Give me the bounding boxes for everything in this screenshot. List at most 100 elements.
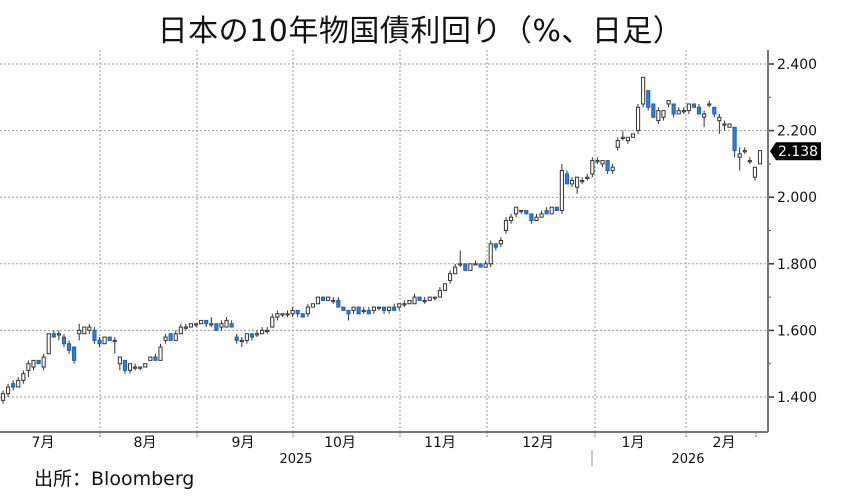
candle <box>392 303 397 311</box>
candle <box>331 297 336 304</box>
candle <box>265 327 270 334</box>
candle <box>371 306 376 314</box>
candle <box>315 296 321 305</box>
candle <box>36 359 41 365</box>
last-value-text: 2.138 <box>778 144 818 160</box>
last-value-badge: 2.138 <box>770 142 821 161</box>
y-tick-label: 2.000 <box>777 190 817 206</box>
candle <box>569 177 575 188</box>
candle <box>534 213 539 222</box>
candle <box>249 333 255 341</box>
candle <box>31 359 36 371</box>
candle <box>493 243 498 251</box>
candle <box>376 306 382 311</box>
candle <box>66 340 72 354</box>
candle <box>336 297 341 308</box>
candle <box>595 157 600 164</box>
candle <box>707 100 712 108</box>
candle <box>661 110 666 121</box>
candle <box>646 90 651 111</box>
candle <box>427 296 432 301</box>
candle <box>168 333 173 341</box>
candle <box>717 113 722 134</box>
candle <box>564 170 570 185</box>
candle <box>346 309 351 321</box>
candle <box>503 217 509 234</box>
candle <box>82 326 87 335</box>
candle <box>234 333 239 344</box>
candle <box>686 103 691 114</box>
candle <box>153 353 158 361</box>
candle <box>112 337 117 354</box>
candle <box>305 303 310 318</box>
candle <box>102 336 107 345</box>
y-tick-label: 1.400 <box>777 390 817 406</box>
candle <box>752 166 757 181</box>
candle <box>341 306 346 311</box>
candle <box>381 306 387 314</box>
x-month-label: 10月 <box>324 435 356 451</box>
candle <box>320 296 326 301</box>
candle <box>625 136 630 144</box>
candle <box>681 107 686 114</box>
y-tick-label: 1.600 <box>777 323 817 339</box>
candle <box>26 360 31 378</box>
x-month-label: 1月 <box>622 435 645 451</box>
x-year-label: 2025 <box>279 452 312 467</box>
candle <box>412 293 417 305</box>
candle <box>747 157 752 164</box>
candle <box>727 123 732 128</box>
candle <box>732 126 737 158</box>
candle <box>280 313 285 318</box>
candle <box>529 213 534 224</box>
candle <box>361 307 366 314</box>
candle <box>183 323 188 331</box>
candle <box>656 107 661 124</box>
candle <box>163 333 168 344</box>
candle <box>87 323 92 334</box>
candle <box>722 120 727 131</box>
candle <box>757 150 763 165</box>
candle <box>742 147 747 154</box>
candle <box>387 306 392 314</box>
chart-title: 日本の10年物国債利回り（%、日足） <box>157 14 684 49</box>
candle <box>463 263 468 271</box>
candle <box>173 330 178 341</box>
candle <box>651 103 656 118</box>
candle <box>356 306 361 315</box>
candle <box>127 363 133 374</box>
candle <box>712 106 717 118</box>
candle <box>488 240 493 268</box>
candle <box>290 307 295 318</box>
candle <box>590 157 595 178</box>
candle <box>575 176 580 194</box>
candle <box>696 103 702 115</box>
candle <box>326 296 331 301</box>
candle <box>473 260 478 266</box>
candle <box>366 307 371 315</box>
x-month-label: 2月 <box>713 435 736 451</box>
candle <box>514 206 519 218</box>
candle <box>224 317 229 328</box>
gridlines <box>0 50 768 432</box>
x-month-label: 12月 <box>522 435 554 451</box>
candle <box>407 299 412 305</box>
candle <box>260 327 265 335</box>
candle <box>635 103 641 134</box>
candle <box>77 323 82 341</box>
candle <box>158 343 163 361</box>
x-month-label: 9月 <box>232 435 255 451</box>
candle <box>442 283 448 291</box>
candle <box>244 333 249 344</box>
candle <box>615 137 620 151</box>
candle <box>580 177 585 184</box>
candle <box>554 206 559 212</box>
candle <box>630 133 636 138</box>
candle <box>453 263 458 275</box>
candle <box>524 210 529 215</box>
candle <box>508 213 514 224</box>
candle <box>122 359 128 374</box>
candle <box>72 346 77 364</box>
candle <box>544 207 549 215</box>
